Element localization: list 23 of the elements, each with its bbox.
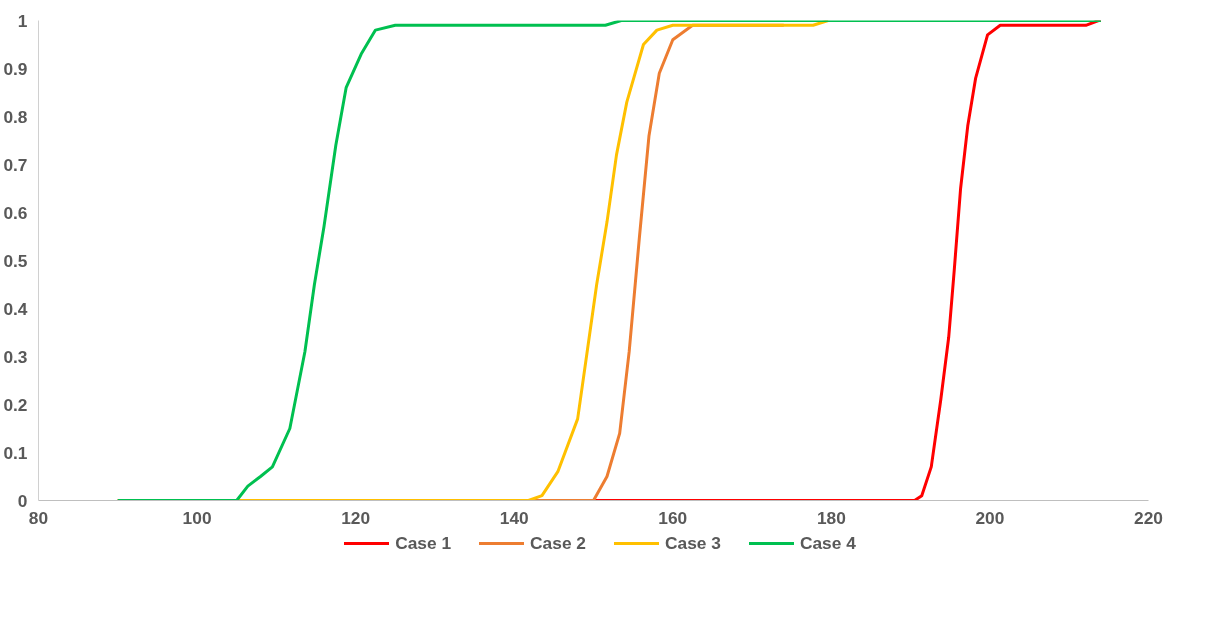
y-tick-label: 0.5 — [3, 250, 28, 271]
x-tick-label: 220 — [1134, 507, 1163, 528]
y-tick-label: 0 — [17, 490, 28, 511]
y-tick-label: 0.4 — [3, 298, 28, 319]
y-tick-label: 0.2 — [3, 394, 28, 415]
x-tick-label: 120 — [341, 507, 371, 528]
y-tick-label: 1 — [17, 10, 28, 31]
legend-label: Case 1 — [395, 532, 452, 555]
y-tick-label: 0.9 — [3, 58, 28, 79]
legend-label: Case 4 — [799, 532, 856, 555]
y-tick-label: 0.3 — [3, 346, 28, 367]
x-tick-label: 140 — [499, 507, 529, 528]
legend-label: Case 3 — [665, 532, 721, 555]
x-tick-label: 80 — [28, 507, 49, 528]
y-tick-label: 0.1 — [3, 442, 28, 463]
legend-label: Case 2 — [530, 532, 586, 555]
y-tick-label: 0.8 — [3, 106, 28, 127]
x-tick-label: 180 — [816, 507, 846, 528]
y-tick-label: 0.7 — [3, 154, 28, 175]
x-tick-label: 160 — [658, 507, 688, 528]
x-tick-label: 200 — [975, 507, 1005, 528]
x-tick-label: 100 — [182, 507, 212, 528]
y-tick-label: 0.6 — [3, 202, 28, 223]
